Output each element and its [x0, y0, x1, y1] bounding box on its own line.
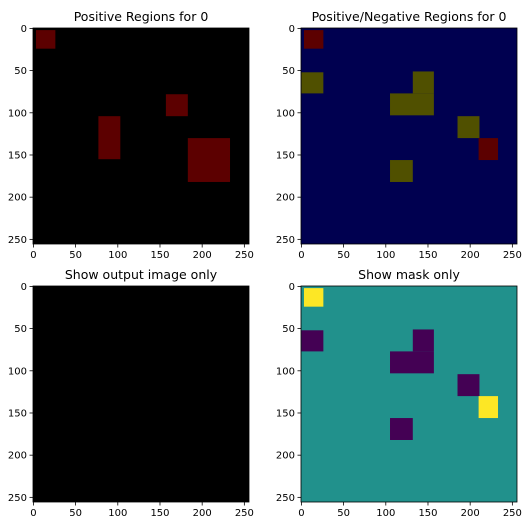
image-background: [301, 286, 517, 502]
region: [457, 116, 480, 139]
x-tick-label: 250: [503, 250, 522, 261]
x-tick-label: 100: [108, 508, 127, 519]
chart-title: Positive/Negative Regions for 0: [312, 9, 507, 24]
x-tick-label: 200: [193, 508, 212, 519]
region: [478, 396, 499, 419]
x-tick-label: 50: [69, 508, 82, 519]
y-tick-label: 100: [8, 366, 27, 377]
region: [35, 30, 56, 49]
y-tick-label: 150: [8, 408, 27, 419]
region: [478, 138, 499, 161]
x-tick-label: 150: [150, 508, 169, 519]
y-tick-label: 50: [282, 324, 295, 335]
axes-frame: [32, 27, 250, 245]
y-tick-label: 150: [8, 150, 27, 161]
region: [390, 418, 413, 440]
region: [303, 30, 324, 49]
image-background: [301, 28, 517, 244]
chart-title: Positive Regions for 0: [74, 9, 209, 24]
region: [165, 94, 188, 117]
axes-frame: [300, 285, 518, 503]
x-tick-label: 0: [298, 508, 304, 519]
y-tick-label: 250: [8, 235, 27, 246]
region: [412, 71, 434, 94]
axes-frame: [32, 285, 250, 503]
chart-title: Show output image only: [65, 267, 218, 282]
x-tick-label: 250: [235, 508, 254, 519]
region: [390, 93, 434, 116]
x-tick-label: 200: [193, 250, 212, 261]
x-tick-label: 50: [69, 250, 82, 261]
region: [390, 351, 434, 374]
x-tick-label: 250: [235, 250, 254, 261]
x-tick-label: 150: [418, 508, 437, 519]
x-tick-label: 100: [376, 508, 395, 519]
chart-title: Show mask only: [358, 267, 460, 282]
x-tick-label: 50: [337, 508, 350, 519]
y-tick-label: 100: [8, 108, 27, 119]
y-tick-label: 0: [289, 24, 295, 35]
region: [303, 288, 324, 307]
y-tick-label: 150: [276, 408, 295, 419]
y-tick-label: 200: [8, 193, 27, 204]
y-tick-label: 0: [21, 24, 27, 35]
image-background: [33, 28, 249, 244]
y-tick-label: 100: [276, 366, 295, 377]
region: [301, 72, 324, 94]
y-tick-label: 150: [276, 150, 295, 161]
x-tick-label: 200: [461, 250, 480, 261]
y-tick-label: 250: [276, 235, 295, 246]
y-tick-label: 50: [282, 66, 295, 77]
x-tick-label: 150: [418, 250, 437, 261]
y-tick-label: 200: [276, 451, 295, 462]
region: [187, 138, 231, 182]
y-tick-label: 50: [14, 324, 27, 335]
x-tick-label: 0: [30, 508, 36, 519]
y-tick-label: 200: [276, 193, 295, 204]
x-tick-label: 50: [337, 250, 350, 261]
y-tick-label: 250: [276, 493, 295, 504]
y-tick-label: 0: [21, 282, 27, 293]
y-tick-label: 50: [14, 66, 27, 77]
y-tick-label: 200: [8, 451, 27, 462]
region: [301, 330, 324, 352]
y-tick-label: 0: [289, 282, 295, 293]
x-tick-label: 200: [461, 508, 480, 519]
image-background: [33, 286, 249, 502]
x-tick-label: 0: [298, 250, 304, 261]
x-tick-label: 150: [150, 250, 169, 261]
region: [412, 329, 434, 352]
region: [98, 116, 121, 160]
x-tick-label: 100: [376, 250, 395, 261]
y-tick-label: 100: [276, 108, 295, 119]
x-tick-label: 0: [30, 250, 36, 261]
region: [390, 160, 413, 182]
x-tick-label: 100: [108, 250, 127, 261]
region: [457, 374, 480, 397]
axes-frame: [300, 27, 518, 245]
y-tick-label: 250: [8, 493, 27, 504]
x-tick-label: 250: [503, 508, 522, 519]
